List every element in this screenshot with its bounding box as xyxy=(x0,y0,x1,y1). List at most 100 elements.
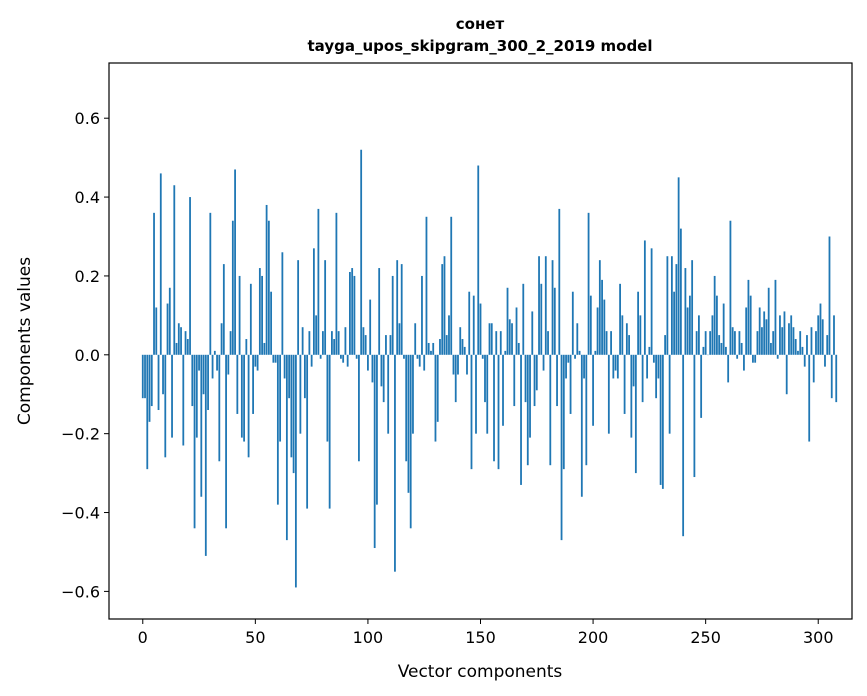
bar xyxy=(180,327,182,355)
bar xyxy=(256,354,259,371)
bar xyxy=(776,354,779,359)
bar xyxy=(213,350,216,355)
bar xyxy=(727,354,730,383)
bar xyxy=(258,268,261,355)
bar xyxy=(524,354,527,403)
bar xyxy=(538,256,540,355)
bar xyxy=(571,291,574,355)
bar xyxy=(141,354,144,399)
bar xyxy=(373,354,376,549)
bar xyxy=(425,216,428,355)
bar xyxy=(222,264,225,355)
bar xyxy=(531,311,534,355)
bar xyxy=(349,271,351,355)
bar xyxy=(202,354,205,395)
bar xyxy=(441,264,444,355)
bar xyxy=(243,354,245,442)
bar xyxy=(666,256,669,355)
x-axis-ticks: 0 50 100 150 200 250 300 xyxy=(138,619,834,647)
bar xyxy=(738,331,741,355)
bar xyxy=(432,342,435,355)
bar xyxy=(301,327,304,355)
bar xyxy=(360,149,363,355)
bar xyxy=(668,354,671,434)
bar xyxy=(470,354,473,470)
bar xyxy=(628,335,630,355)
bar xyxy=(677,177,680,355)
bar xyxy=(416,354,419,359)
bar xyxy=(270,291,273,355)
bar xyxy=(252,354,254,414)
bar xyxy=(346,354,349,367)
bar xyxy=(716,295,718,355)
bar xyxy=(173,185,176,355)
bar xyxy=(623,354,626,414)
bar xyxy=(153,212,155,355)
bar xyxy=(513,354,516,407)
bar xyxy=(475,354,477,434)
chart-subtitle: tayga_upos_skipgram_300_2_2019 model xyxy=(308,37,653,55)
x-axis-label: Vector components xyxy=(398,662,563,682)
bar xyxy=(794,339,797,355)
bar xyxy=(589,295,592,355)
bar xyxy=(238,275,241,355)
bar xyxy=(565,354,567,379)
bar xyxy=(283,354,286,379)
bar xyxy=(783,311,786,355)
bar xyxy=(285,354,288,541)
bar xyxy=(607,354,610,434)
bar xyxy=(274,354,277,363)
bar xyxy=(673,291,676,355)
bar xyxy=(198,354,200,371)
bar xyxy=(468,291,471,355)
bar xyxy=(558,208,561,355)
bar xyxy=(560,354,563,541)
bar xyxy=(646,354,649,379)
bar xyxy=(407,354,410,493)
bar xyxy=(569,354,572,414)
bar xyxy=(412,354,414,434)
bar xyxy=(261,275,263,355)
bar xyxy=(382,354,385,403)
bar xyxy=(634,354,637,474)
bar xyxy=(630,354,633,438)
bar xyxy=(430,350,432,355)
bar xyxy=(344,327,347,355)
bar xyxy=(247,354,250,458)
bar xyxy=(155,307,158,355)
bar xyxy=(378,268,381,355)
bar xyxy=(288,354,291,399)
bar xyxy=(245,339,248,355)
bar xyxy=(695,331,698,355)
bar xyxy=(515,307,518,355)
bar xyxy=(184,331,187,355)
bar xyxy=(610,331,612,355)
bar xyxy=(159,173,162,355)
x-tick-label: 300 xyxy=(803,628,834,647)
x-tick-label: 250 xyxy=(690,628,721,647)
bar xyxy=(281,252,284,355)
bar xyxy=(745,307,748,355)
bar xyxy=(481,354,484,359)
bar xyxy=(367,354,369,371)
bar xyxy=(353,275,356,355)
bar xyxy=(272,354,275,363)
bar xyxy=(774,279,777,355)
bar xyxy=(592,354,594,426)
bar xyxy=(625,323,628,355)
bar xyxy=(803,354,806,367)
bar xyxy=(308,331,311,355)
bar xyxy=(779,315,781,355)
bar xyxy=(484,354,486,403)
bar xyxy=(479,303,482,355)
chart-title: сонет xyxy=(456,15,505,33)
bar xyxy=(209,212,212,355)
bar xyxy=(459,327,462,355)
bar xyxy=(661,354,664,489)
y-tick-label: 0.0 xyxy=(75,346,100,365)
bar xyxy=(754,354,757,363)
bar xyxy=(648,346,651,355)
bar xyxy=(812,354,815,383)
bar xyxy=(693,354,696,478)
